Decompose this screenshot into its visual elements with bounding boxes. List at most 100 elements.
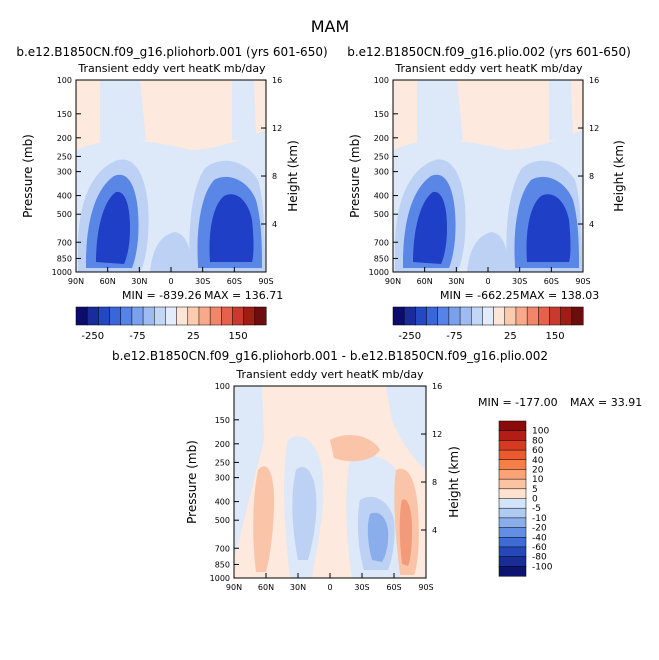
panel-2-light-negative-equator — [467, 232, 508, 272]
colorbar-swatch — [498, 537, 527, 548]
colorbar-swatch — [86, 306, 99, 326]
x-tick-label: 30S — [195, 277, 210, 286]
colorbar-swatch — [153, 306, 166, 326]
y-tick-label: 1000 — [369, 268, 389, 277]
height-tick-label: 16 — [432, 382, 442, 391]
y-tick-label: 500 — [57, 210, 72, 219]
panel-2-strong-negative-south — [526, 194, 571, 262]
y-tick-label: 500 — [215, 516, 230, 525]
panel-1-subtitle: Transient eddy vert heatK mb/day — [77, 62, 266, 75]
colorbar-label: 100 — [532, 427, 549, 437]
y-tick-label: 850 — [374, 254, 389, 263]
panel-2-colorbar — [392, 306, 584, 326]
colorbar-label: -60 — [532, 543, 547, 553]
colorbar-swatch — [470, 306, 483, 326]
panel-3-light-positive-upper — [330, 435, 380, 462]
colorbar-swatch — [176, 306, 189, 326]
colorbar-swatch — [403, 306, 416, 326]
colorbar-label: -75 — [129, 331, 145, 342]
colorbar-swatch — [504, 306, 517, 326]
x-tick-label: 30S — [354, 583, 369, 592]
colorbar-swatch — [392, 306, 405, 326]
panel-3: b.e12.B1850CN.f09_g16.pliohorb.001 - b.e… — [112, 349, 642, 592]
height-tick-label: 4 — [272, 220, 277, 229]
x-tick-label: 90N — [385, 277, 401, 286]
panel-2-plot-area — [393, 80, 583, 272]
colorbar-swatch — [187, 306, 200, 326]
y-tick-label: 700 — [57, 238, 72, 247]
x-tick-label: 30N — [290, 583, 306, 592]
y-tick-label: 250 — [57, 152, 72, 161]
colorbar-swatch — [165, 306, 178, 326]
y-tick-label: 200 — [215, 440, 230, 449]
y-tick-label: 1000 — [52, 268, 72, 277]
colorbar-swatch — [526, 306, 539, 326]
colorbar-swatch — [448, 306, 461, 326]
colorbar-label: 5 — [532, 485, 538, 495]
x-tick-label: 90S — [418, 583, 433, 592]
colorbar-swatch — [515, 306, 528, 326]
panel-2-axes: 90N 60N 30N 0 30S 60S 90S 100 150 200 250 300 400 500… — [369, 76, 600, 286]
panel-3-min-label: MIN = -177.00 — [478, 396, 558, 409]
colorbar-swatch — [498, 546, 527, 558]
panel-3-mid-negative-south — [367, 512, 389, 562]
y-tick-label: 200 — [57, 134, 72, 143]
x-tick-label: 0 — [485, 277, 490, 286]
colorbar-swatch — [538, 306, 551, 326]
x-tick-label: 60N — [100, 277, 116, 286]
colorbar-swatch — [498, 478, 527, 490]
colorbar-swatch — [498, 440, 527, 451]
panel-1-faint-negative-north-column — [100, 80, 146, 150]
panel-1-max-label: MAX = 136.71 — [204, 289, 283, 302]
colorbar-label: 10 — [532, 475, 544, 485]
y-tick-label: 150 — [374, 110, 389, 119]
panel-2-min-label: MIN = -662.25 — [440, 289, 520, 302]
x-tick-label: 60N — [258, 583, 274, 592]
colorbar-label: -10 — [532, 514, 547, 524]
colorbar-swatch — [498, 449, 527, 461]
colorbar-swatch — [498, 469, 527, 480]
panel-1-colorbar-labels: -250 -75 25 150 — [81, 331, 247, 342]
colorbar-swatch — [75, 306, 88, 326]
y-tick-label: 250 — [374, 152, 389, 161]
y-tick-label: 250 — [215, 458, 230, 467]
colorbar-swatch — [142, 306, 155, 326]
panel-1-colorbar — [75, 306, 267, 326]
panel-2: b.e12.B1850CN.f09_g16.plio.002 (yrs 601-… — [347, 45, 631, 342]
x-tick-label: 60S — [544, 277, 559, 286]
colorbar-swatch — [221, 306, 234, 326]
height-tick-label: 12 — [432, 430, 442, 439]
panel-3-subtitle: Transient eddy vert heatK mb/day — [235, 368, 424, 381]
colorbar-swatch — [498, 430, 527, 441]
colorbar-swatch — [459, 306, 472, 326]
colorbar-label: -100 — [532, 562, 553, 572]
y-tick-label: 700 — [215, 544, 230, 553]
colorbar-label: -80 — [532, 553, 547, 563]
panel-1-title: b.e12.B1850CN.f09_g16.pliohorb.001 (yrs … — [16, 45, 327, 59]
y-tick-label: 200 — [374, 134, 389, 143]
y-tick-label: 700 — [374, 238, 389, 247]
colorbar-swatch — [98, 306, 111, 326]
panel-2-faint-negative-south-column — [549, 80, 573, 140]
y-tick-label: 100 — [215, 382, 230, 391]
colorbar-swatch — [426, 306, 439, 326]
panel-1-ylabel: Pressure (mb) — [21, 134, 35, 218]
colorbar-label: 0 — [532, 495, 538, 505]
panel-3-ylabel: Pressure (mb) — [185, 440, 199, 524]
panel-2-max-label: MAX = 138.03 — [520, 289, 599, 302]
panel-1-light-negative-equator — [150, 232, 191, 272]
colorbar-swatch — [498, 498, 527, 509]
x-tick-label: 30N — [131, 277, 147, 286]
x-tick-label: 60N — [417, 277, 433, 286]
colorbar-swatch — [498, 459, 527, 470]
x-tick-label: 90S — [575, 277, 590, 286]
colorbar-label: 20 — [532, 465, 544, 475]
y-tick-label: 300 — [215, 474, 230, 483]
panel-1-axes: 90N 60N 30N 0 30S 60S 90S 100 150 200 250 300 400 500… — [52, 76, 283, 286]
colorbar-swatch — [498, 488, 527, 500]
panel-2-subtitle: Transient eddy vert heatK mb/day — [394, 62, 583, 75]
y-tick-label: 400 — [374, 192, 389, 201]
colorbar-swatch — [120, 306, 133, 326]
colorbar-swatch — [493, 306, 506, 326]
